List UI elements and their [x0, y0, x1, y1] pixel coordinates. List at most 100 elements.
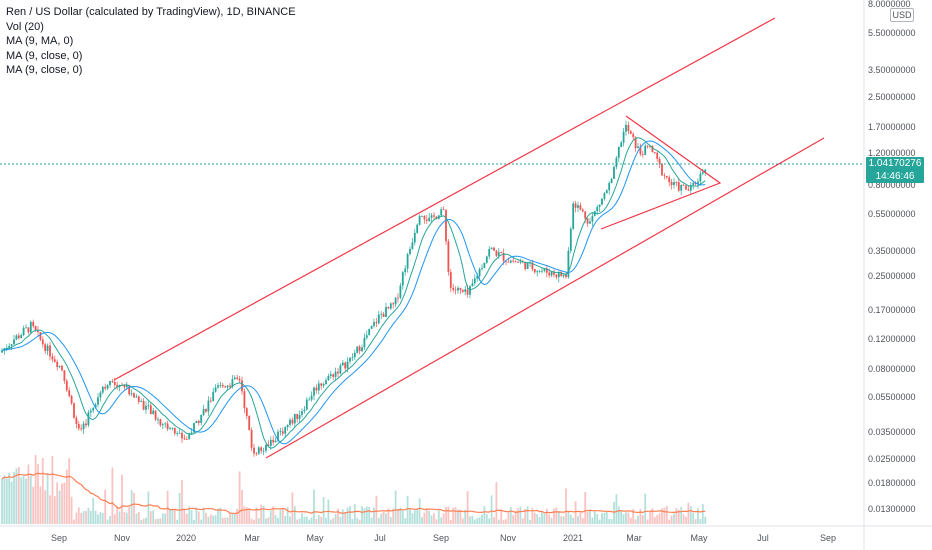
candle-body [325, 380, 327, 384]
candle-body [349, 357, 351, 362]
volume-bar [634, 519, 637, 524]
volume-bar [8, 472, 11, 524]
volume-bar [380, 513, 383, 524]
candle-body [219, 384, 222, 386]
candle-body [58, 365, 61, 367]
volume-bar [423, 512, 426, 524]
candle-body [377, 314, 380, 324]
volume-bar [1, 478, 3, 524]
candle-body [574, 203, 577, 208]
volume-bar [557, 510, 560, 524]
candle-body [569, 228, 572, 251]
candle-body [697, 181, 699, 185]
volume-bar [121, 474, 123, 524]
candle-body [123, 385, 126, 388]
candle-body [207, 400, 210, 412]
volume-bar [53, 496, 56, 524]
volume-bar [188, 506, 191, 524]
volume-bar [440, 517, 443, 524]
indicator-ma-3[interactable]: MA (9, close, 0) [6, 64, 83, 76]
candle-body [77, 423, 80, 429]
volume-bar [243, 506, 246, 524]
volume-bar [627, 512, 630, 524]
volume-bar [704, 516, 707, 524]
volume-bar [469, 516, 471, 524]
volume-bar [169, 509, 171, 524]
candle-body [644, 145, 647, 155]
price-axis[interactable]: 8.0000000 5.50000000 3.50000000 2.50000000 1… [868, 0, 916, 514]
volume-bar [253, 519, 255, 524]
candle-body [13, 339, 15, 345]
volume-bar [639, 509, 642, 524]
time-tick-label: Mar [244, 533, 260, 543]
candle-body [519, 261, 522, 263]
volume-bar [457, 509, 459, 524]
volume-bar [560, 516, 563, 524]
volume-bar [598, 519, 601, 524]
candle-body [577, 205, 579, 208]
volume-bar [82, 511, 85, 524]
upper-channel-line[interactable] [113, 17, 776, 381]
volume-bar [154, 519, 157, 524]
volume-bar [591, 517, 594, 524]
volume-bar [317, 515, 320, 524]
volume-bar [245, 507, 248, 524]
volume-bar [644, 493, 647, 524]
time-axis[interactable]: Sep Nov 2020 Mar May Jul Sep Nov 2021 Mar May Jul Se… [51, 533, 836, 543]
volume-bar [579, 512, 582, 524]
candle-body [214, 387, 217, 392]
indicator-ma-1[interactable]: MA (9, MA, 0) [6, 35, 74, 47]
volume-bar [411, 513, 414, 524]
candle-body [154, 410, 157, 420]
symbol-title[interactable]: Ren / US Dollar (calculated by TradingVi… [6, 6, 296, 18]
volume-bar [274, 515, 277, 524]
indicator-ma-2[interactable]: MA (9, close, 0) [6, 49, 83, 62]
volume-bar [39, 486, 42, 524]
lower-channel-line[interactable] [265, 137, 825, 459]
time-tick-label: Nov [114, 533, 131, 543]
volume-bar [70, 496, 73, 524]
volume-bar [337, 508, 339, 524]
volume-bar [49, 495, 51, 524]
volume-bar [370, 517, 373, 524]
candle-body [255, 453, 258, 455]
candle-body [298, 414, 301, 419]
candle-body [140, 400, 143, 402]
candle-body [56, 361, 59, 367]
volume-bar [497, 519, 500, 524]
candle-body [29, 321, 32, 333]
volume-bar [279, 509, 282, 524]
volume-bar [617, 506, 620, 524]
candle-body [185, 439, 188, 441]
trendlines[interactable] [113, 17, 825, 459]
candle-body [603, 193, 606, 199]
candle-body [550, 271, 553, 276]
candle-body [99, 392, 102, 398]
volume-bar [569, 514, 572, 524]
indicator-volume[interactable]: Vol (20) [6, 20, 44, 33]
triangle-pattern[interactable] [600, 115, 722, 230]
candle-body [313, 387, 315, 396]
candle-body [387, 306, 390, 309]
time-tick-label: Mar [626, 533, 642, 543]
candle-body [485, 256, 488, 263]
candle-body [433, 215, 435, 217]
time-tick-label: Jul [374, 533, 386, 543]
candle-body [281, 431, 284, 434]
candle-body [447, 241, 450, 273]
candle-body [649, 145, 651, 147]
volume-bar [625, 512, 627, 524]
candle-body [63, 370, 66, 381]
candle-body [291, 419, 294, 424]
candle-body [490, 247, 493, 250]
volume-bar [339, 516, 342, 524]
volume-bar [545, 508, 548, 524]
candle-body [584, 211, 587, 219]
volume-bar [41, 458, 44, 524]
current-price-value: 1.04170276 [868, 158, 922, 169]
candle-body [173, 427, 176, 434]
currency-label[interactable]: USD [890, 8, 914, 22]
volume-bar [409, 508, 411, 524]
candle-body [531, 262, 534, 270]
